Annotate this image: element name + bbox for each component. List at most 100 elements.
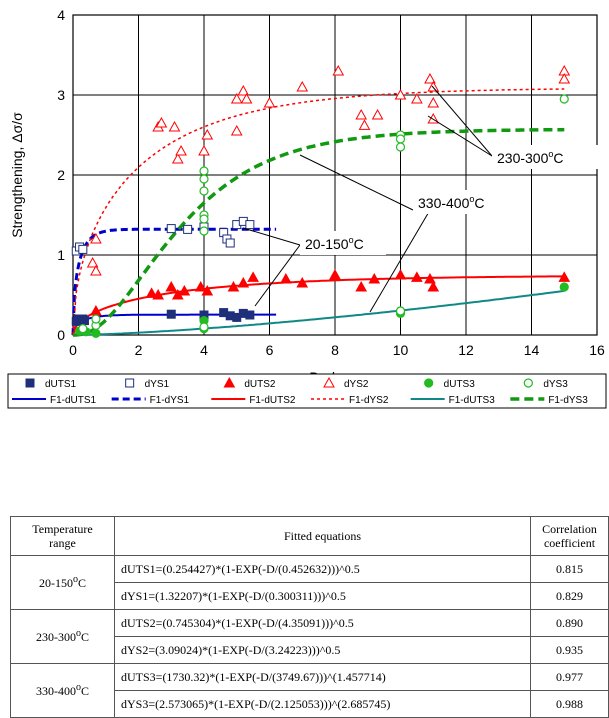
data-point-duts2 (427, 280, 440, 292)
legend-marker-dys1 (125, 378, 135, 388)
x-tick-label: 16 (589, 342, 605, 358)
x-tick-label: 10 (393, 342, 409, 358)
data-point-duts2 (145, 287, 158, 298)
range-value: 20-150 (38, 576, 73, 590)
legend-label: F1-dUTS1 (50, 395, 97, 406)
legend-label: dYS1 (145, 379, 170, 390)
data-point-dys2 (371, 108, 384, 120)
data-point-duts2 (165, 280, 178, 292)
data-point-duts2 (296, 276, 309, 288)
data-point-dys2 (175, 144, 187, 156)
data-point-dys1 (78, 244, 88, 254)
data-point-dys1 (245, 220, 255, 230)
equation-cell: dYS2=(3.09024)*(1-EXP(-D/(3.24223)))^0.5 (114, 636, 531, 664)
legend-marker-dys3 (523, 378, 533, 388)
data-point-dys2 (263, 96, 276, 108)
data-point-dys1 (183, 224, 193, 234)
data-point-duts3 (91, 328, 101, 338)
fitted-equations-table: Temperature range Fitted equations Correl… (10, 516, 609, 718)
annotation-leader-line (254, 244, 301, 307)
data-point-duts2 (558, 271, 571, 282)
range-unit: C (77, 576, 86, 590)
correlation-cell: 0.829 (530, 582, 609, 610)
legend-marker-duts1 (25, 378, 35, 388)
legend-label: F1-dUTS2 (249, 395, 296, 406)
data-point-dys3 (395, 306, 406, 316)
data-point-duts2 (178, 284, 191, 296)
table-row: 330-400oC dUTS3=(1730.32)*(1-EXP(-D/(374… (10, 663, 609, 718)
data-point-duts2 (247, 271, 259, 282)
fit-line-f1-duts3 (73, 289, 565, 336)
range-sup: o (72, 574, 78, 585)
data-point-duts2 (237, 276, 250, 288)
y-tick-label: 0 (57, 327, 65, 343)
header-temperature-range: Temperature range (10, 516, 115, 556)
correlation-cell: 0.890 (530, 609, 609, 637)
data-point-duts2 (368, 272, 381, 284)
data-point-duts1 (79, 316, 89, 326)
data-point-dys3 (395, 142, 406, 152)
data-point-dys2 (155, 116, 168, 128)
chart-legend: dUTS1 dYS1 dUTS2 dYS2 dUTS3 dYS3 F1-dUTS1 F1-dY… (7, 373, 607, 409)
y-tick-label: 4 (57, 7, 65, 23)
y-tick-label: 3 (57, 87, 65, 103)
range-unit: C (80, 630, 89, 644)
data-point-dys2 (558, 72, 571, 84)
data-point-duts2 (280, 272, 292, 284)
header-range-line1: Temperature (32, 522, 93, 536)
x-tick-label: 2 (135, 342, 143, 358)
legend-marker-dys2 (323, 376, 335, 388)
fit-line-f1-dys2 (72, 88, 565, 336)
range-cell: 330-400oC (10, 663, 115, 718)
range-cell: 230-300oC (10, 609, 115, 664)
data-point-duts2 (201, 284, 214, 296)
correlation-cell: 0.815 (530, 555, 609, 583)
data-point-dys2 (168, 120, 181, 132)
equation-cell: dUTS3=(1730.32)*(1-EXP(-D/(3749.67)))^(1… (114, 663, 531, 691)
header-corr-line2: coefficient (543, 536, 596, 550)
annotation-label: 230-300oC (497, 149, 564, 166)
data-point-dys2 (296, 80, 309, 92)
data-point-duts2 (152, 288, 164, 300)
header-correlation: Correlation coefficient (530, 516, 609, 556)
data-point-dys2 (427, 96, 440, 108)
table-row: dYS2=(3.09024)*(1-EXP(-D/(3.24223)))^0.5… (11, 636, 609, 664)
table-row: 230-300oC dUTS2=(0.745304)*(1-EXP(-D/(4.… (10, 609, 609, 664)
legend-label: F1-dYS1 (150, 395, 190, 406)
data-point-duts1 (245, 310, 255, 320)
legend-label: dUTS3 (444, 379, 476, 390)
data-point-dys3 (199, 322, 209, 332)
data-point-dys3 (199, 214, 209, 224)
legend-label: dUTS2 (244, 379, 276, 390)
legend-marker-duts2 (223, 376, 236, 388)
table-row: dYS1=(1.32207)*(1-EXP(-D/(0.300311)))^0.… (11, 582, 609, 610)
legend-label: F1-dUTS3 (449, 395, 496, 406)
data-point-duts2 (355, 280, 368, 292)
data-point-dys2 (201, 128, 214, 140)
annotation-leader-line (299, 154, 414, 211)
range-cell: 20-150oC (10, 555, 115, 610)
table-row: 20-150oC dUTS1=(0.254427)*(1-EXP(-D/(0.4… (10, 555, 609, 610)
strengthening-chart: 024681012141601234D, dpaStrengthening, Δ… (7, 7, 607, 409)
data-point-duts2 (329, 268, 341, 280)
data-point-duts2 (194, 280, 207, 292)
annotation-box (413, 190, 499, 214)
legend-label: F1-dYS3 (548, 395, 588, 406)
annotation-label: 330-400oC (418, 194, 485, 211)
data-point-dys3 (91, 314, 101, 324)
equation-cell: dUTS2=(0.745304)*(1-EXP(-D/(4.35091)))^0… (114, 609, 531, 637)
data-point-dys1 (225, 238, 235, 248)
data-point-dys2 (424, 72, 436, 84)
range-value: 330-400 (35, 684, 76, 698)
data-point-dys2 (332, 64, 345, 76)
data-point-dys2 (355, 108, 368, 120)
legend-label: dUTS1 (45, 379, 77, 390)
x-tick-label: 6 (266, 342, 274, 358)
data-point-dys2 (237, 84, 250, 96)
range-value: 230-300 (35, 630, 76, 644)
data-point-dys2 (411, 92, 423, 104)
data-point-dys2 (90, 264, 102, 276)
y-tick-label: 1 (57, 247, 65, 263)
correlation-cell: 0.935 (530, 636, 609, 664)
x-tick-label: 12 (458, 342, 474, 358)
